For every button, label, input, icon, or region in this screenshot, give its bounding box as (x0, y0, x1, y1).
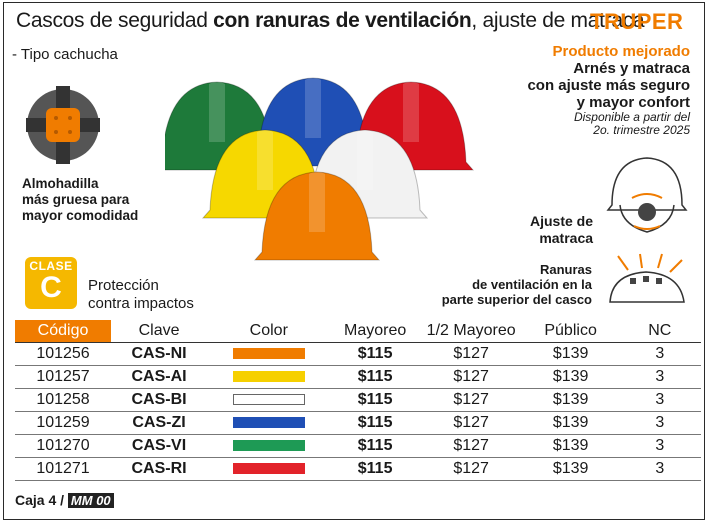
ratchet-image (606, 157, 688, 233)
improved-highlight: Producto mejorado (552, 43, 690, 60)
cell-color (207, 365, 331, 389)
color-swatch (232, 394, 305, 406)
header-mayoreo: Mayoreo (330, 320, 420, 343)
cell-mayoreo: $115 (330, 342, 420, 366)
table-row: 101271 CAS-RI $115 $127 $139 3 (15, 457, 701, 481)
cell-color (207, 411, 331, 435)
cell-publico: $139 (522, 457, 619, 481)
color-swatch (232, 463, 305, 475)
header-medio-mayoreo: 1/2 Mayoreo (419, 320, 523, 343)
cell-code: 101258 (15, 388, 112, 412)
header-nc: NC (618, 320, 701, 343)
cell-code: 101259 (15, 411, 112, 435)
cell-nc: 3 (618, 388, 701, 412)
vent-image (609, 253, 685, 303)
catalog-frame (3, 2, 705, 520)
cell-publico: $139 (522, 411, 619, 435)
table-row: 101270 CAS-VI $115 $127 $139 3 (15, 434, 701, 458)
header-publico: Público (522, 320, 619, 343)
color-swatch (232, 371, 305, 383)
cell-medio-mayoreo: $127 (419, 365, 523, 389)
cell-nc: 3 (618, 434, 701, 458)
ratchet-label: Ajuste de matraca (530, 213, 594, 246)
helmet-shape (253, 171, 381, 261)
cell-publico: $139 (522, 434, 619, 458)
cell-code: 101256 (15, 342, 112, 366)
cell-publico: $139 (522, 365, 619, 389)
cell-mayoreo: $115 (330, 411, 420, 435)
page-title: Cascos de seguridad con ranuras de venti… (16, 9, 645, 32)
cell-nc: 3 (618, 411, 701, 435)
table-header-row: Código Clave Color Mayoreo 1/2 Mayoreo P… (15, 320, 701, 343)
header-clave: Clave (111, 320, 208, 343)
cell-color (207, 434, 331, 458)
cell-clave: CAS-RI (111, 457, 208, 481)
cell-color (207, 388, 331, 412)
cell-clave: CAS-BI (111, 388, 208, 412)
cell-color (207, 342, 331, 366)
cell-medio-mayoreo: $127 (419, 388, 523, 412)
class-c-badge: CLASE C (25, 257, 77, 309)
padding-label: Almohadilla más gruesa para mayor comodida… (22, 176, 139, 223)
cell-code: 101257 (15, 365, 112, 389)
cell-code: 101271 (15, 457, 112, 481)
header-color: Color (207, 320, 331, 343)
footer-code: MM 00 (67, 493, 114, 508)
table-row: 101257 CAS-AI $115 $127 $139 3 (15, 365, 701, 389)
cell-mayoreo: $115 (330, 457, 420, 481)
color-swatch (232, 440, 305, 452)
cell-medio-mayoreo: $127 (419, 457, 523, 481)
color-swatch (232, 348, 305, 360)
cell-clave: CAS-ZI (111, 411, 208, 435)
table-row: 101258 CAS-BI $115 $127 $139 3 (15, 388, 701, 412)
padding-image (26, 86, 100, 164)
cell-medio-mayoreo: $127 (419, 411, 523, 435)
protection-label: Protección contra impactos (88, 277, 194, 312)
cell-publico: $139 (522, 342, 619, 366)
helmets-image (165, 77, 475, 261)
cell-medio-mayoreo: $127 (419, 434, 523, 458)
improved-line: con ajuste más seguro (527, 77, 690, 94)
cell-code: 101270 (15, 434, 112, 458)
cell-color (207, 457, 331, 481)
header-code: Código (15, 320, 112, 343)
vent-label: Ranuras de ventilación en la parte superio… (441, 262, 592, 307)
availability-note: 2o. trimestre 2025 (593, 123, 690, 137)
cell-clave: CAS-AI (111, 365, 208, 389)
availability-note: Disponible a partir del (573, 110, 690, 124)
cell-clave: CAS-VI (111, 434, 208, 458)
brand-logo: TRUPER (590, 9, 684, 34)
table-row: 101259 CAS-ZI $115 $127 $139 3 (15, 411, 701, 435)
cell-mayoreo: $115 (330, 365, 420, 389)
table-row: 101256 CAS-NI $115 $127 $139 3 (15, 342, 701, 366)
improved-line: y mayor confort (576, 94, 690, 111)
cell-clave: CAS-NI (111, 342, 208, 366)
cell-nc: 3 (618, 342, 701, 366)
cell-nc: 3 (618, 457, 701, 481)
cell-nc: 3 (618, 365, 701, 389)
cell-mayoreo: $115 (330, 434, 420, 458)
footer-box: Caja 4 / MM 00 (15, 492, 114, 508)
cell-publico: $139 (522, 388, 619, 412)
improved-line: Arnés y matraca (573, 60, 690, 77)
improved-product-note: Producto mejorado Arnés y matraca con aj… (527, 43, 690, 137)
cell-medio-mayoreo: $127 (419, 342, 523, 366)
subtype-label: - Tipo cachucha (12, 46, 118, 63)
price-table: Código Clave Color Mayoreo 1/2 Mayoreo P… (15, 320, 701, 481)
color-swatch (232, 417, 305, 429)
cell-mayoreo: $115 (330, 388, 420, 412)
